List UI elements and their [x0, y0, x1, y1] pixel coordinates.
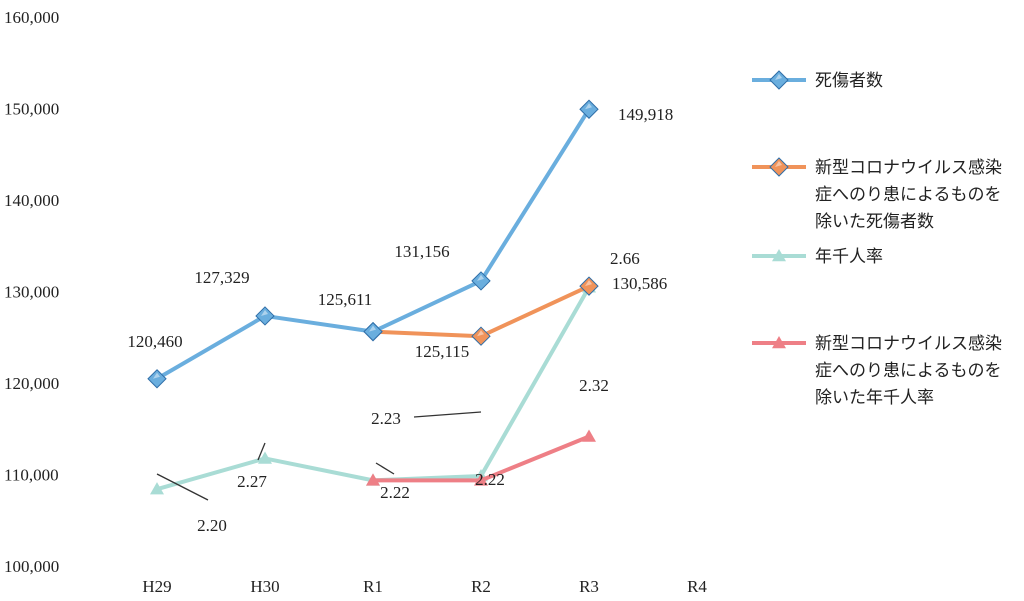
- data-point-1-4: [579, 276, 599, 296]
- legend-marker: [772, 336, 786, 349]
- legend-label: 除いた年千人率: [815, 388, 934, 408]
- leader-line: [156, 473, 209, 501]
- leader-line: [257, 442, 266, 461]
- data-point-0-1: [255, 306, 275, 326]
- data-point-0-4: [579, 99, 599, 119]
- legend-marker: [769, 70, 789, 90]
- y-tick-label: 120,000: [4, 374, 59, 393]
- legend-label: 症へのり患によるものを: [815, 185, 1002, 205]
- legend-item-0: 死傷者数: [752, 70, 883, 91]
- data-label: 130,586: [612, 274, 667, 293]
- data-point-0-3: [471, 271, 491, 291]
- data-label: 125,115: [415, 342, 470, 361]
- y-tick-label: 100,000: [4, 557, 59, 576]
- data-point-0-2: [363, 321, 383, 342]
- legend-label: 新型コロナウイルス感染: [815, 158, 1002, 178]
- legend-label: 年千人率: [815, 247, 883, 267]
- data-labels: 120,460 127,329 125,611 131,156 149,918 125,1…: [127, 105, 673, 535]
- data-point-1-3: [471, 326, 491, 346]
- data-label: 149,918: [618, 105, 673, 124]
- data-point-3-2: [366, 473, 380, 486]
- data-label: 2.23: [371, 409, 401, 428]
- data-point-2-0: [150, 482, 164, 495]
- leader-line: [375, 462, 395, 475]
- data-label: 125,611: [318, 290, 373, 309]
- legend-label: 新型コロナウイルス感染: [815, 334, 1002, 354]
- data-label: 2.66: [610, 249, 640, 268]
- data-point-3-4: [582, 429, 596, 442]
- x-tick-label: R3: [579, 577, 599, 596]
- legend-marker: [772, 249, 786, 262]
- x-axis: H29 H30 R1 R2 R3 R4: [142, 577, 707, 596]
- x-tick-label: H30: [250, 577, 279, 596]
- y-tick-label: 150,000: [4, 100, 59, 119]
- x-tick-label: R2: [471, 577, 491, 596]
- legend-label: 症へのり患によるものを: [815, 361, 1002, 381]
- legend-item-2: 年千人率: [752, 247, 883, 267]
- data-label: 131,156: [394, 242, 449, 261]
- data-label: 2.22: [380, 483, 410, 502]
- plot-area: [147, 99, 599, 495]
- legend: 死傷者数新型コロナウイルス感染症へのり患によるものを除いた死傷者数年千人率新型コ…: [752, 70, 1002, 408]
- data-label: 2.32: [579, 376, 609, 395]
- data-label: 2.22: [475, 470, 505, 489]
- y-axis: 100,000 110,000 120,000 130,000 140,000 150,0…: [4, 8, 59, 576]
- x-tick-label: R1: [363, 577, 383, 596]
- data-point-0-0: [147, 369, 167, 389]
- legend-marker: [769, 157, 789, 177]
- x-tick-label: H29: [142, 577, 171, 596]
- data-point-3-3: [474, 473, 488, 486]
- data-label: 120,460: [127, 332, 182, 351]
- data-label: 2.27: [237, 472, 267, 491]
- y-tick-label: 110,000: [4, 466, 59, 485]
- y-tick-label: 140,000: [4, 191, 59, 210]
- legend-label: 除いた死傷者数: [815, 212, 934, 232]
- data-point-2-1: [258, 451, 272, 464]
- x-tick-label: R4: [687, 577, 707, 596]
- data-label: 2.20: [197, 516, 227, 535]
- legend-label: 死傷者数: [815, 71, 883, 91]
- leader-line: [413, 411, 482, 418]
- data-label: 127,329: [194, 268, 249, 287]
- y-tick-label: 160,000: [4, 8, 59, 27]
- y-tick-label: 130,000: [4, 283, 59, 302]
